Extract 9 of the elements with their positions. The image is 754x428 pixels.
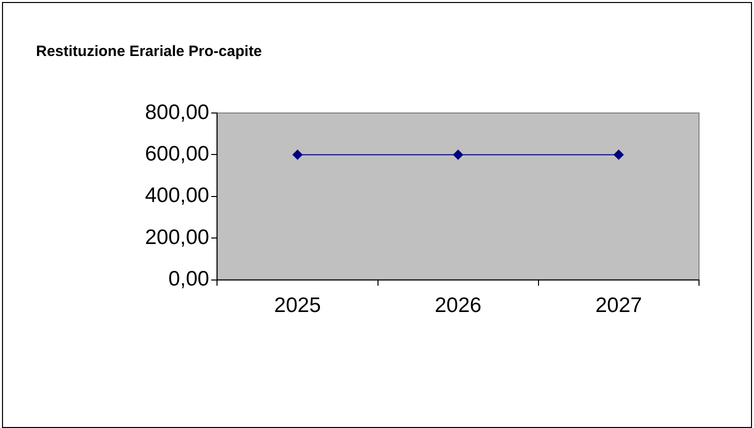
y-tick-label: 200,00 [144,226,210,249]
y-tick-label: 400,00 [144,184,210,208]
y-tick-label: 0,00 [168,268,210,291]
y-tick-label: 600,00 [144,142,210,166]
chart-title: Restituzione Erariale Pro-capite [36,43,262,60]
x-tick-label: 2026 [434,294,482,318]
x-tick-label: 2025 [274,294,321,318]
y-tick-label: 800,00 [144,100,210,124]
x-tick-label: 2027 [595,294,642,318]
